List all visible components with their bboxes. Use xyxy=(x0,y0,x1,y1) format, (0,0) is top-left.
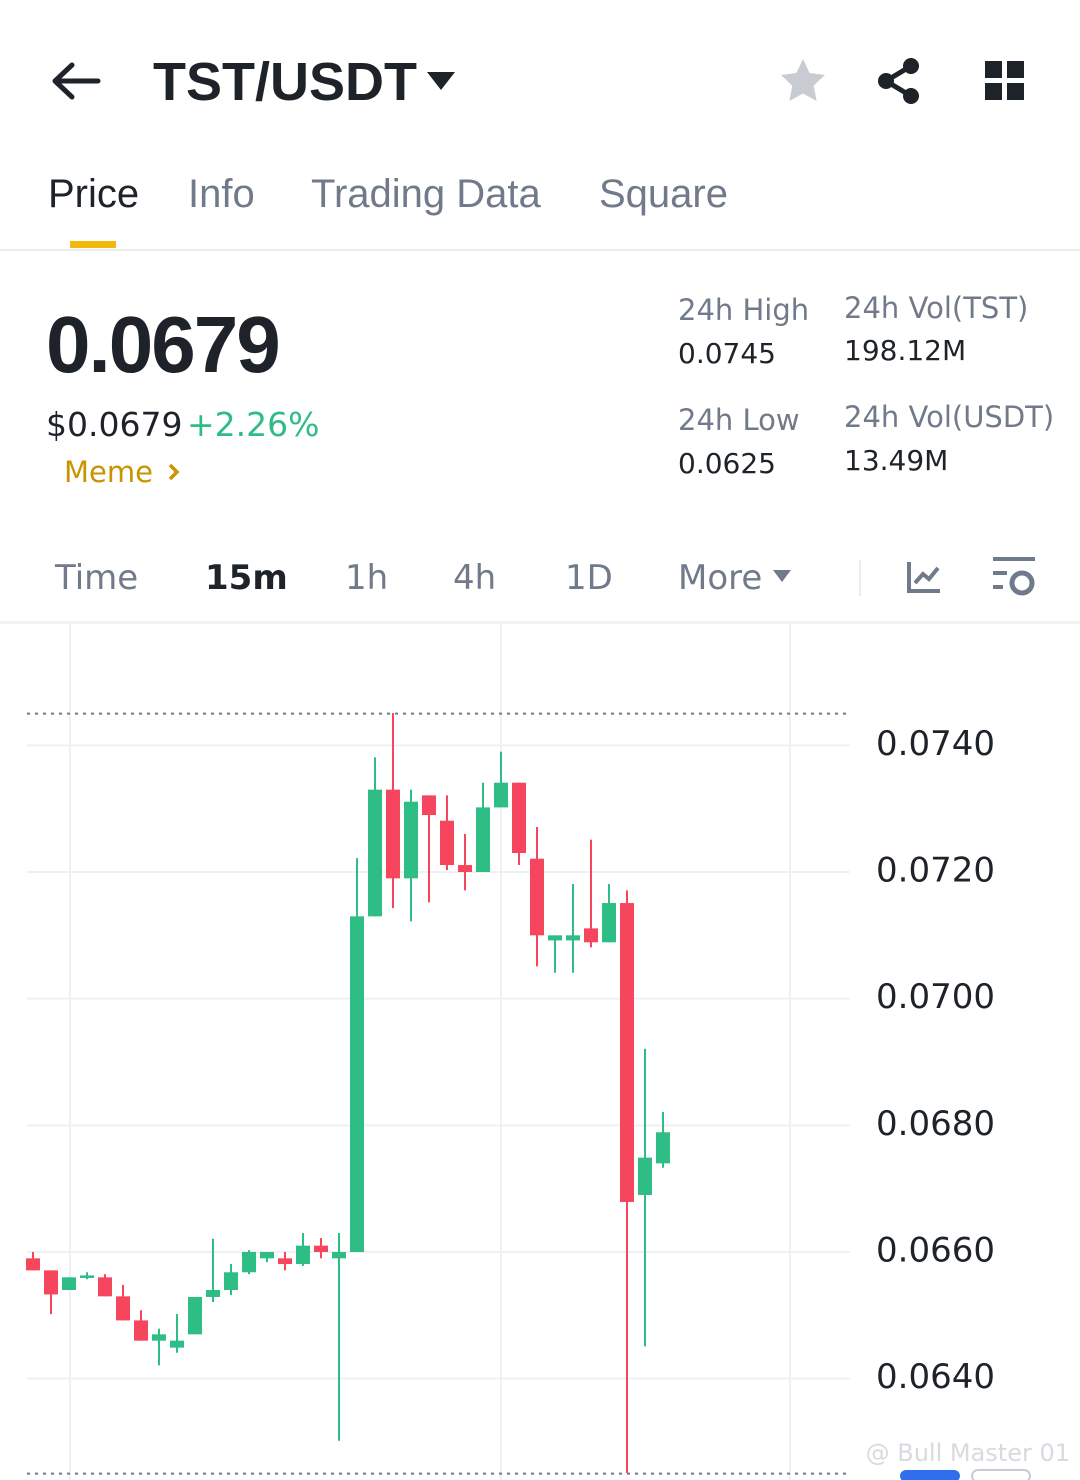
candle-body xyxy=(476,807,490,872)
candle-body xyxy=(152,1334,166,1341)
divider xyxy=(0,249,1080,251)
stat-label: 24h High xyxy=(678,293,810,327)
candle-body xyxy=(350,916,364,1252)
floating-button[interactable] xyxy=(971,1469,1031,1480)
pair-dropdown[interactable] xyxy=(426,70,456,92)
y-tick-label: 0.0660 xyxy=(876,1231,995,1271)
candle-body xyxy=(296,1245,310,1265)
candle-body xyxy=(584,928,598,943)
tab[interactable]: Price xyxy=(48,172,140,216)
candle-body xyxy=(26,1258,40,1271)
candle-body xyxy=(98,1277,112,1297)
candle-body xyxy=(44,1270,58,1295)
candle-body xyxy=(422,795,436,815)
y-tick-label: 0.0680 xyxy=(876,1104,995,1144)
candle-body xyxy=(530,858,544,936)
candle-body xyxy=(458,865,472,872)
tag-chevron xyxy=(168,463,180,481)
candle-body xyxy=(512,782,526,853)
floating-button[interactable] xyxy=(900,1470,960,1480)
timeframe-option[interactable]: 15m xyxy=(205,558,288,598)
watermark: @ Bull Master 01 xyxy=(866,1439,1070,1467)
last-price: 0.0679 xyxy=(46,300,281,389)
y-tick-label: 0.0720 xyxy=(876,851,995,891)
candle-body xyxy=(62,1277,76,1290)
stat-value: 13.49M xyxy=(844,444,949,477)
y-tick-label: 0.0700 xyxy=(876,977,995,1017)
y-tick-label: 0.0640 xyxy=(876,1357,995,1397)
tag-link[interactable]: Meme xyxy=(64,455,153,489)
timeframe-option[interactable]: 4h xyxy=(453,558,497,598)
candle-body xyxy=(314,1245,328,1252)
tab[interactable]: Info xyxy=(188,172,255,216)
candle-body xyxy=(404,801,418,879)
favorite-star[interactable] xyxy=(778,56,828,106)
timeframe-option[interactable]: Time xyxy=(55,558,139,598)
stat-label: 24h Vol(TST) xyxy=(844,291,1029,325)
indicator-button[interactable] xyxy=(906,560,942,594)
candle-body xyxy=(368,789,382,917)
candle-body xyxy=(602,903,616,943)
layout-button[interactable] xyxy=(984,60,1026,102)
candle-body xyxy=(134,1320,148,1341)
candle-body xyxy=(494,782,508,808)
timeframe-option[interactable]: 1D xyxy=(565,558,613,598)
candle-body xyxy=(116,1296,130,1321)
candlestick-chart: @ Bull Master 01 0.0740 0.0720 0.0700 0.068… xyxy=(26,622,1070,1480)
stat-value: 198.12M xyxy=(844,334,967,367)
tab-indicator xyxy=(70,241,116,248)
candle-body xyxy=(638,1157,652,1195)
timeframe-option[interactable]: 1h xyxy=(345,558,389,598)
candle-body xyxy=(170,1340,184,1348)
candle-body xyxy=(260,1252,274,1259)
candle-body xyxy=(242,1252,256,1273)
candle-body xyxy=(656,1132,670,1164)
stat-label: 24h Vol(USDT) xyxy=(844,400,1055,434)
candle-body xyxy=(224,1272,238,1290)
tab[interactable]: Square xyxy=(599,172,728,216)
share-button[interactable] xyxy=(874,56,924,106)
stat-value: 0.0625 xyxy=(678,447,776,480)
candle-body xyxy=(440,820,454,866)
stat-label: 24h Low xyxy=(678,403,800,437)
candle-body xyxy=(206,1290,220,1297)
more-dropdown xyxy=(773,570,791,582)
candle-body xyxy=(566,935,580,941)
stat-value: 0.0745 xyxy=(678,337,776,370)
y-tick-label: 0.0740 xyxy=(876,724,995,764)
candle-body xyxy=(548,935,562,941)
candle-body xyxy=(278,1258,292,1265)
divider xyxy=(0,621,1080,624)
settings-button[interactable] xyxy=(992,555,1036,599)
candle-body xyxy=(80,1275,94,1278)
usd-price: $0.0679 xyxy=(46,405,183,444)
pair-title[interactable]: TST/USDT xyxy=(153,52,417,112)
candle-body xyxy=(386,789,400,879)
candle-body xyxy=(188,1296,202,1335)
candle-body xyxy=(620,903,634,1202)
separator xyxy=(859,560,861,596)
back-button[interactable] xyxy=(50,60,102,102)
candle-body xyxy=(332,1252,346,1259)
timeframe-option[interactable]: More xyxy=(678,558,763,598)
price-change: +2.26% xyxy=(187,405,320,444)
tab[interactable]: Trading Data xyxy=(311,172,541,216)
